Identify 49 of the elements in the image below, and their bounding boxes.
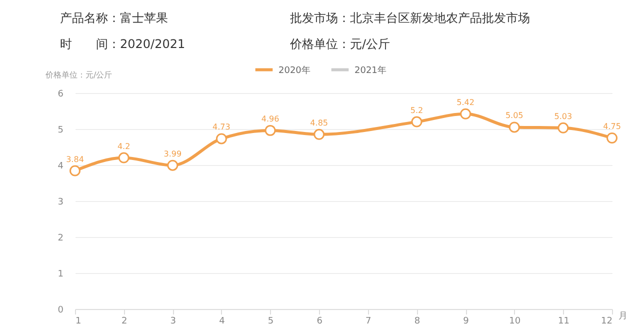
y-tick-label: 4 (58, 162, 64, 172)
point (508, 122, 520, 133)
data-label: 5.03 (554, 112, 572, 121)
x-tick-label: 9 (463, 316, 470, 326)
text: 批发市场：北京丰台区新发地农产品批发市场 (290, 10, 530, 27)
x-tick-label: 8 (414, 316, 420, 326)
point (70, 165, 80, 176)
point (216, 133, 227, 144)
y-tick-label: 6 (58, 90, 64, 100)
data-label: 3.84 (66, 154, 84, 164)
data-label: 5.42 (456, 98, 474, 107)
point (118, 152, 130, 164)
x-tick-label: 4 (219, 316, 226, 326)
data-label: 4.85 (310, 118, 328, 128)
x-tick-label: 1 (76, 316, 82, 326)
x-tick-label: 12 (601, 316, 612, 326)
text: 产品名称：富士苹果 (60, 10, 168, 27)
y-tick-label: 5 (58, 126, 64, 136)
point (167, 160, 178, 171)
text: 价格单位：元/公斤 (290, 36, 390, 53)
text: 时 间：2020/2021 (60, 36, 186, 53)
data-label: 4.96 (261, 114, 280, 124)
data-label: 4.73 (212, 122, 230, 132)
x-tick-label: 10 (509, 316, 521, 326)
point (558, 122, 569, 134)
y-axis-title: 价格单位：元/公斤 (44, 70, 112, 80)
data-label: 4.2 (117, 142, 130, 151)
data-label: 3.99 (164, 149, 182, 158)
point (460, 108, 472, 120)
x-tick-label: 6 (316, 316, 323, 326)
point (314, 128, 325, 140)
y-tick-label: 0 (58, 306, 64, 316)
legend-label: 2020年 (278, 64, 310, 76)
data-label: 4.75 (603, 122, 621, 131)
y-tick-label: 1 (58, 270, 64, 280)
x-tick-label: 7 (366, 316, 372, 326)
data-label: 5.2 (410, 106, 424, 115)
y-tick-label: 2 (58, 234, 64, 244)
x-tick-label: 5 (268, 316, 274, 326)
x-tick-label: 11 (558, 316, 570, 326)
x-tick-label: 2 (121, 316, 128, 326)
x-tick-label: 3 (170, 316, 176, 326)
data-label: 5.05 (505, 111, 524, 120)
y-tick-label: 3 (58, 198, 64, 208)
legend-label: 2021年 (354, 64, 386, 76)
x-axis-title: 月 (618, 312, 628, 322)
point (264, 124, 276, 136)
point (411, 116, 422, 128)
point (606, 132, 618, 144)
